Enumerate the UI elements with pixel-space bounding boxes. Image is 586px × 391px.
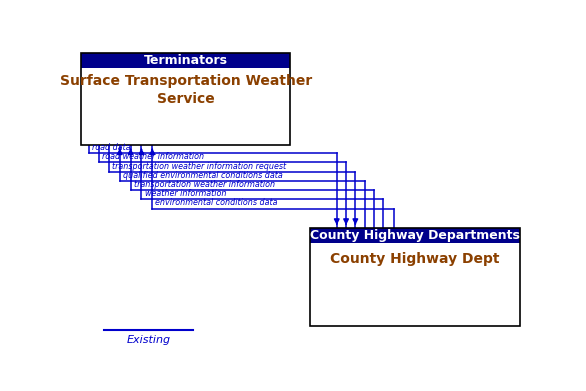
Text: qualified environmental conditions data: qualified environmental conditions data [123,171,282,180]
Text: environmental conditions data: environmental conditions data [155,199,278,208]
Text: road data: road data [92,143,131,152]
Text: Terminators: Terminators [144,54,227,67]
Text: Surface Transportation Weather
Service: Surface Transportation Weather Service [60,74,312,106]
Text: transportation weather information: transportation weather information [134,180,275,189]
Text: transportation weather information request: transportation weather information reque… [112,161,286,170]
Bar [309,228,520,326]
Bar [309,228,520,243]
Text: road weather information: road weather information [102,152,204,161]
Bar [81,68,290,145]
Bar [81,53,290,145]
Bar [81,53,290,68]
Text: Existing: Existing [127,335,171,345]
Text: County Highway Dept: County Highway Dept [331,252,500,265]
Text: County Highway Departments: County Highway Departments [310,229,520,242]
Text: weather information: weather information [145,189,226,198]
Bar [309,243,520,326]
